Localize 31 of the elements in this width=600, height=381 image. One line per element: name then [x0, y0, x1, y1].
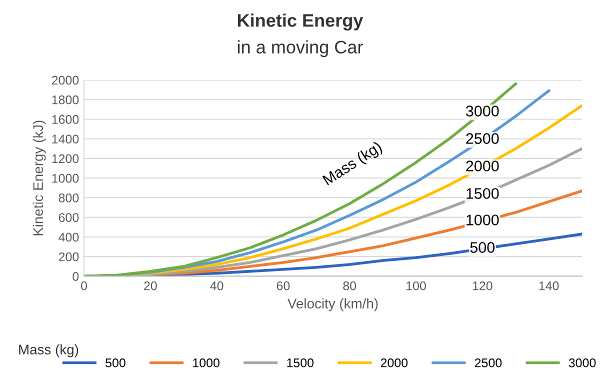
x-tick-label: 120: [472, 281, 492, 290]
x-tick-label: 60: [276, 281, 290, 290]
y-tick-label: 800: [58, 194, 79, 202]
chart-title: Kinetic Energy: [238, 14, 364, 30]
chart-subtitle: in a moving Car: [238, 40, 363, 58]
x-tick-label: 40: [210, 281, 224, 290]
y-tick-label: 0: [72, 272, 79, 281]
legend-label: 500: [106, 358, 126, 368]
y-tick-label: 1600: [52, 115, 79, 124]
x-tick-label: 0: [81, 281, 87, 290]
y-tick-label: 600: [58, 213, 79, 222]
y-tick-label: 1400: [52, 134, 79, 144]
x-tick-label: 100: [406, 281, 426, 290]
legend-label: 1500: [287, 358, 314, 368]
x-tick-label: 80: [343, 281, 356, 290]
legend-label: 1000: [193, 358, 220, 368]
legend-title: Mass (kg): [19, 344, 78, 358]
y-tick-label: 400: [58, 232, 79, 242]
legend-label: 2500: [474, 358, 502, 368]
annotation: Mass (kg): [322, 140, 384, 188]
x-axis-title: Velocity (km/h): [288, 298, 378, 312]
legend-label: 2000: [380, 358, 408, 368]
x-tick-label: 140: [539, 281, 559, 290]
y-tick-label: 2000: [52, 76, 79, 85]
y-tick-label: 1200: [52, 154, 79, 164]
y-tick-label: 200: [58, 252, 79, 262]
y-tick-label: 1000: [52, 174, 79, 183]
legend-label: 3000: [568, 358, 596, 368]
y-tick-label: 1800: [52, 95, 79, 104]
y-axis-title: Kinetic Energy (kJ): [32, 120, 46, 236]
x-tick-label: 20: [144, 281, 157, 290]
